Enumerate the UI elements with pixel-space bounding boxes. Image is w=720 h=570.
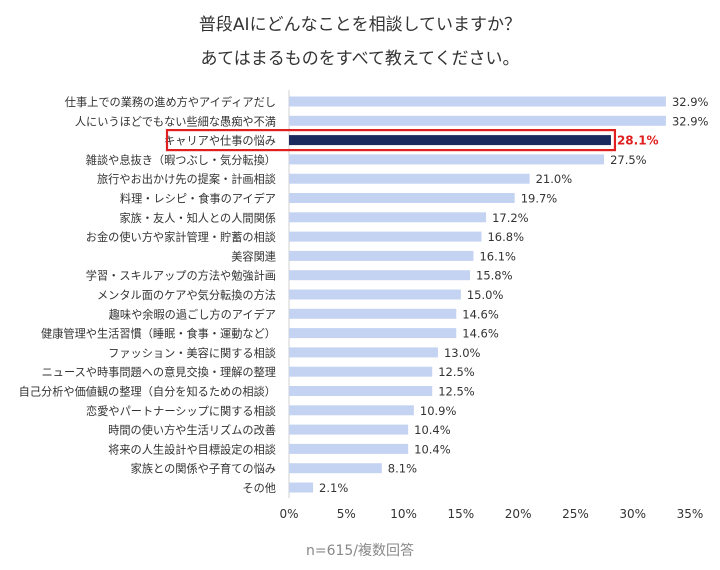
sample-note: n=615/複数回答 [305,543,415,559]
bar [289,231,482,242]
category-label: お金の使い方や家計管理・貯蓄の相談 [86,230,276,244]
x-tick-label: 5% [337,507,356,521]
bar [289,270,471,281]
value-label: 10.4% [414,423,451,437]
category-label: 家族との関係や子育ての悩み [131,462,276,476]
bar [289,193,515,203]
category-label: 家族・友人・知人との人間関係 [119,211,276,225]
category-label: 趣味や余暇の過ごし方のアイデア [109,307,276,321]
bar [289,96,666,107]
x-tick-label: 20% [505,507,532,521]
category-label: 旅行やお出かけ先の提案・計画相談 [97,172,276,186]
bar [289,424,409,435]
bar [289,366,433,377]
x-tick-label: 30% [619,507,646,521]
bar [289,443,409,454]
value-label: 21.0% [536,172,573,186]
bar [289,289,461,300]
x-tick-label: 0% [279,507,298,521]
value-label: 16.8% [487,230,524,244]
category-label: 人にいうほどでもない些細な愚痴や不満 [75,114,276,128]
category-label: 料理・レシピ・食事のアイデア [120,192,276,206]
value-label: 27.5% [610,153,647,167]
category-label: 恋愛やパートナーシップに関する相談 [86,404,276,418]
value-label: 17.2% [492,211,529,225]
category-label: 健康管理や生活習慣（睡眠・食事・運動など） [41,327,276,341]
value-label: 15.8% [476,269,513,283]
category-label: その他 [242,482,276,495]
category-label: メンタル面のケアや気分転換の方法 [97,288,276,302]
category-label: ニュースや時事問題への意見交換・理解の整理 [42,365,276,379]
value-label: 10.4% [414,442,451,456]
bar [289,482,314,493]
value-label: 16.1% [479,249,516,263]
value-label: 8.1% [388,462,417,476]
category-label: 仕事上での業務の進め方やアイディアだし [65,95,276,109]
bar [289,212,487,223]
category-label: 学習・スキルアップの方法や勉強計画 [86,269,276,283]
value-label: 19.7% [521,192,558,206]
category-label: 自己分析や価値観の整理（自分を知るための相談） [19,385,276,399]
bar [289,250,474,261]
value-label: 15.0% [467,288,504,302]
highlight-box [165,129,617,152]
value-label: 32.9% [672,114,709,128]
bar [289,386,433,396]
value-label: 14.6% [462,327,499,341]
chart-title: 普段AIにどんなことを相談していますか？ [198,15,522,35]
value-label: 10.9% [420,404,457,418]
bar-chart: 仕事上での業務の進め方やアイディアだし 32.9% 人にいうほどでもない些細な愚痴や… [19,90,709,521]
bar [289,154,605,165]
bar [289,463,382,474]
value-label: 14.6% [462,307,499,321]
bar [289,347,438,358]
bar [289,405,414,416]
bar [289,308,457,319]
value-label: 12.5% [438,365,475,379]
category-label: 将来の人生設計や目標設定の相談 [108,442,276,456]
x-tick-label: 35% [677,507,704,521]
value-label: 28.1% [617,134,659,148]
bar [289,173,530,184]
bar [289,115,666,126]
x-tick-label: 15% [448,507,475,521]
category-label: 雑談や息抜き（暇つぶし・気分転換） [86,153,276,167]
bar [289,135,611,146]
category-label: 時間の使い方や生活リズムの改善 [108,423,276,437]
chart-subtitle: あてはまるものをすべて教えてください。 [200,49,520,69]
value-label: 13.0% [444,346,481,360]
category-label: 美容関連 [231,249,276,263]
value-label: 2.1% [319,481,348,495]
value-label: 12.5% [438,385,475,399]
x-tick-label: 25% [562,507,589,521]
value-label: 32.9% [672,95,709,109]
bar [289,328,457,339]
x-tick-label: 10% [390,507,417,521]
category-label: キャリアや仕事の悩み [164,134,276,148]
category-label: ファッション・美容に関する相談 [108,346,276,360]
